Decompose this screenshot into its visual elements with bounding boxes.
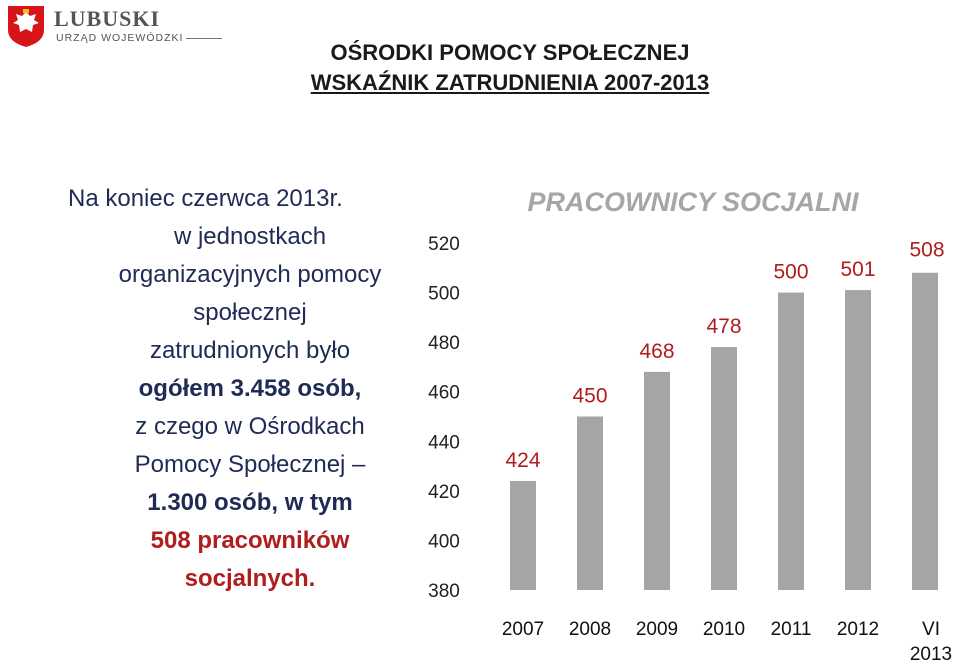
y-tick-label: 480 (428, 333, 460, 354)
summary-line: z czego w Ośrodkach (135, 413, 365, 440)
summary-line-highlight: 508 pracowników (150, 527, 350, 554)
data-label: 501 (840, 258, 875, 281)
data-label: 478 (706, 315, 741, 338)
x-tick-label: 2009 (636, 619, 678, 640)
y-axis: 380 400 420 440 460 480 500 520 (428, 234, 460, 602)
summary-text: Na koniec czerwca 2013r. w jednostkach o… (60, 180, 440, 598)
data-label: 468 (639, 340, 674, 363)
x-tick-label: VI 2013 (910, 619, 952, 664)
data-label: 508 (909, 239, 944, 262)
logo-name: LUBUSKI (54, 6, 161, 31)
bar (644, 371, 670, 590)
data-label: 450 (572, 385, 607, 408)
bar (912, 272, 938, 590)
summary-line-total: ogółem 3.458 osób, (138, 375, 362, 402)
heading-line-2: WSKAŹNIK ZATRUDNIENIA 2007-2013 (310, 70, 710, 95)
summary-line: w jednostkach (173, 223, 327, 250)
x-tick-label: 2008 (569, 619, 611, 640)
bar (845, 290, 871, 590)
x-tick-label: 2012 (837, 619, 879, 640)
logo: LUBUSKI URZĄD WOJEWÓDZKI (6, 4, 223, 48)
summary-line: zatrudnionych było (149, 337, 351, 364)
y-tick-label: 420 (428, 482, 460, 503)
x-tick-label: 2010 (703, 619, 745, 640)
summary-line-ops: 1.300 osób, w tym (147, 489, 353, 516)
bars (510, 272, 938, 590)
x-tick-label: 2011 (771, 619, 812, 640)
y-tick-label: 460 (428, 383, 460, 404)
bar (510, 480, 536, 590)
coat-of-arms-icon (8, 6, 44, 47)
y-tick-label: 520 (428, 234, 460, 255)
summary-line: społecznej (193, 299, 307, 326)
y-tick-label: 440 (428, 432, 460, 453)
y-tick-label: 500 (428, 284, 460, 305)
y-tick-label: 380 (428, 581, 460, 602)
bar (778, 292, 804, 590)
summary-line: Na koniec czerwca 2013r. (68, 185, 343, 212)
summary-line-highlight: socjalnych. (184, 565, 316, 592)
y-tick-label: 400 (428, 531, 460, 552)
data-label: 500 (773, 261, 808, 284)
data-labels: 424 450 468 478 500 501 508 (505, 239, 944, 472)
bar (711, 347, 737, 590)
page-heading: OŚRODKI POMOCY SPOŁECZNEJ WSKAŹNIK ZATRU… (0, 38, 960, 98)
data-label: 424 (505, 449, 540, 472)
logo-subtitle: URZĄD WOJEWÓDZKI (56, 32, 223, 44)
chart-title: PRACOWNICY SOCJALNI (527, 187, 859, 217)
heading-line-1: OŚRODKI POMOCY SPOŁECZNEJ (330, 40, 690, 65)
x-tick-label: 2007 (502, 619, 544, 640)
x-axis: 2007 2008 2009 2010 2011 2012 VI 2013 (502, 619, 952, 664)
summary-line: organizacyjnych pomocy (118, 261, 382, 288)
bar (577, 416, 603, 590)
summary-line: Pomocy Społecznej – (134, 451, 366, 478)
